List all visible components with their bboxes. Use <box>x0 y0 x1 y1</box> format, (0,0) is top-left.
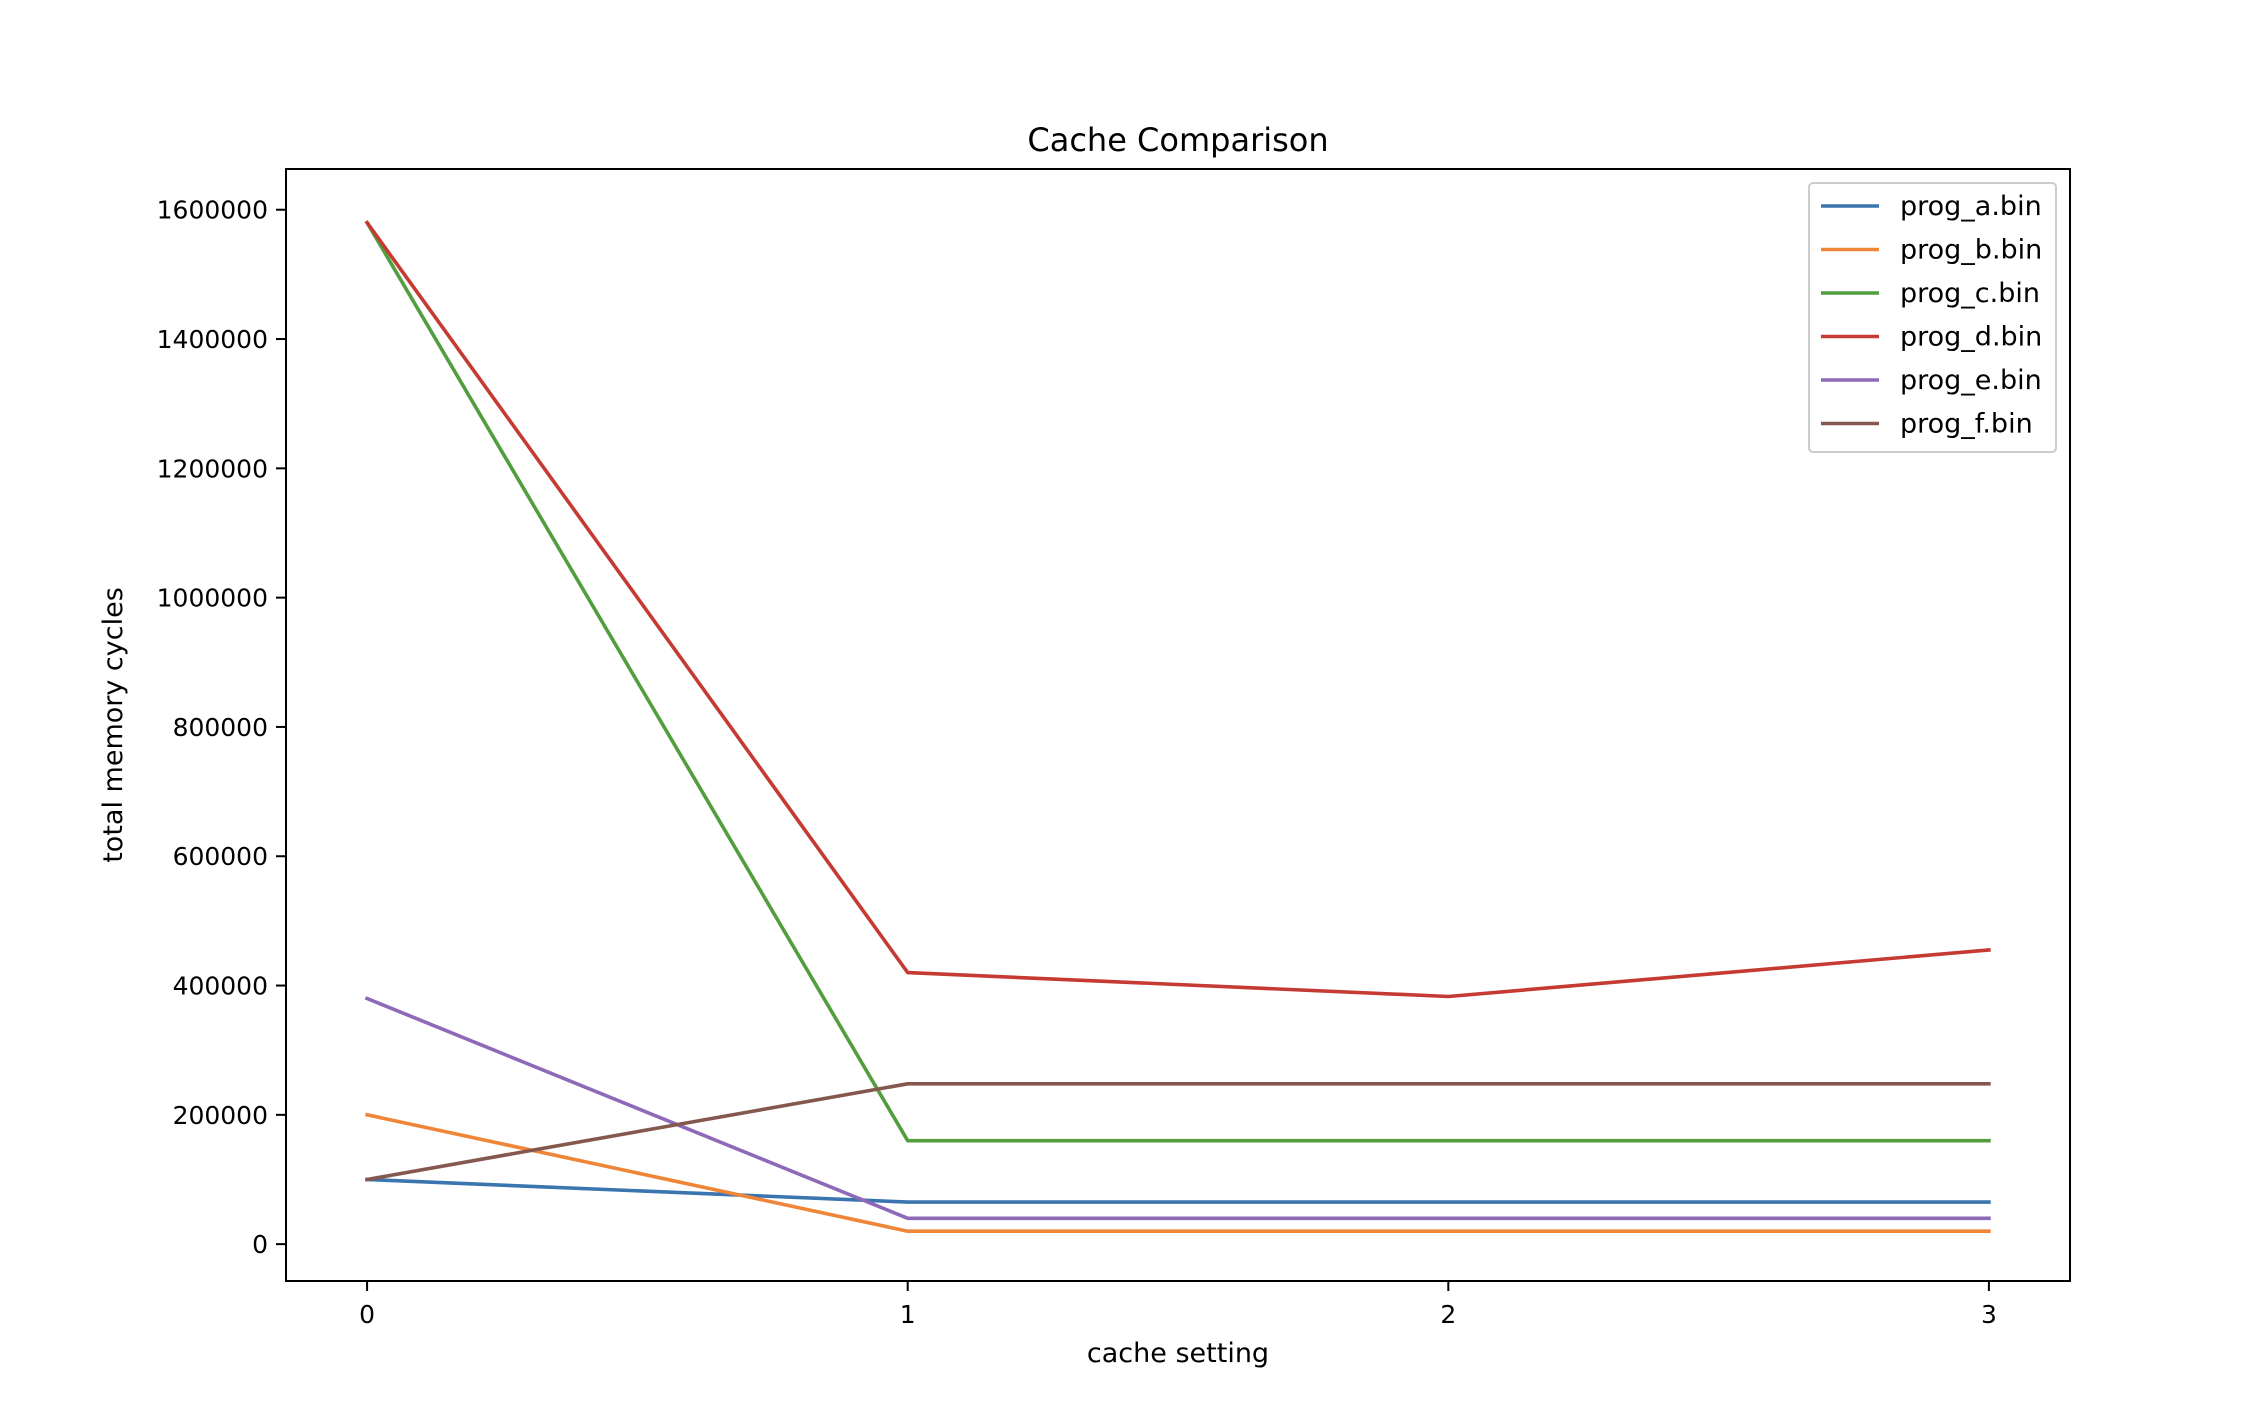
y-tick-label: 800000 <box>173 713 268 742</box>
plot-area-frame <box>285 168 2071 1282</box>
legend-label: prog_d.bin <box>1900 322 2042 353</box>
x-tick-label: 1 <box>900 1300 916 1329</box>
x-tick-label: 2 <box>1440 1300 1456 1329</box>
y-axis-label: total memory cycles <box>98 587 129 863</box>
series-line-prog-f-bin <box>365 1082 1991 1182</box>
legend: prog_a.bin prog_b.bin prog_c.bin prog_d.bin… <box>1808 182 2057 453</box>
y-tick-label: 0 <box>252 1230 268 1259</box>
series-line-prog-c-bin <box>364 220 1991 1143</box>
x-tick-label: 3 <box>1981 1300 1997 1329</box>
series-line-prog-a-bin <box>365 1177 1991 1204</box>
y-tick-label: 1400000 <box>157 325 268 354</box>
series-line-prog-b-bin <box>364 1112 1991 1233</box>
y-tick-label: 600000 <box>173 842 268 871</box>
legend-label: prog_c.bin <box>1900 278 2040 309</box>
series-line-prog-d-bin <box>364 220 1991 999</box>
legend-label: prog_a.bin <box>1900 191 2042 222</box>
y-tick-label: 400000 <box>173 972 268 1001</box>
y-tick-label: 200000 <box>173 1101 268 1130</box>
chart-title: Cache Comparison <box>1027 121 1328 159</box>
series-line-prog-e-bin <box>364 996 1991 1221</box>
series-lines <box>364 220 1991 1233</box>
legend-label: prog_f.bin <box>1900 409 2033 440</box>
x-axis-label: cache setting <box>1087 1338 1269 1369</box>
x-tick-label: 0 <box>359 1300 375 1329</box>
legend-label: prog_e.bin <box>1900 365 2042 396</box>
legend-label: prog_b.bin <box>1900 235 2042 266</box>
y-tick-label: 1600000 <box>157 196 268 225</box>
y-tick-label: 1200000 <box>157 454 268 483</box>
x-axis-ticks: 0 1 2 3 <box>359 1281 1997 1329</box>
y-tick-label: 1000000 <box>157 584 268 613</box>
y-axis-ticks: 0 200000 400000 600000 800000 1000000 1200000 1… <box>157 196 286 1259</box>
